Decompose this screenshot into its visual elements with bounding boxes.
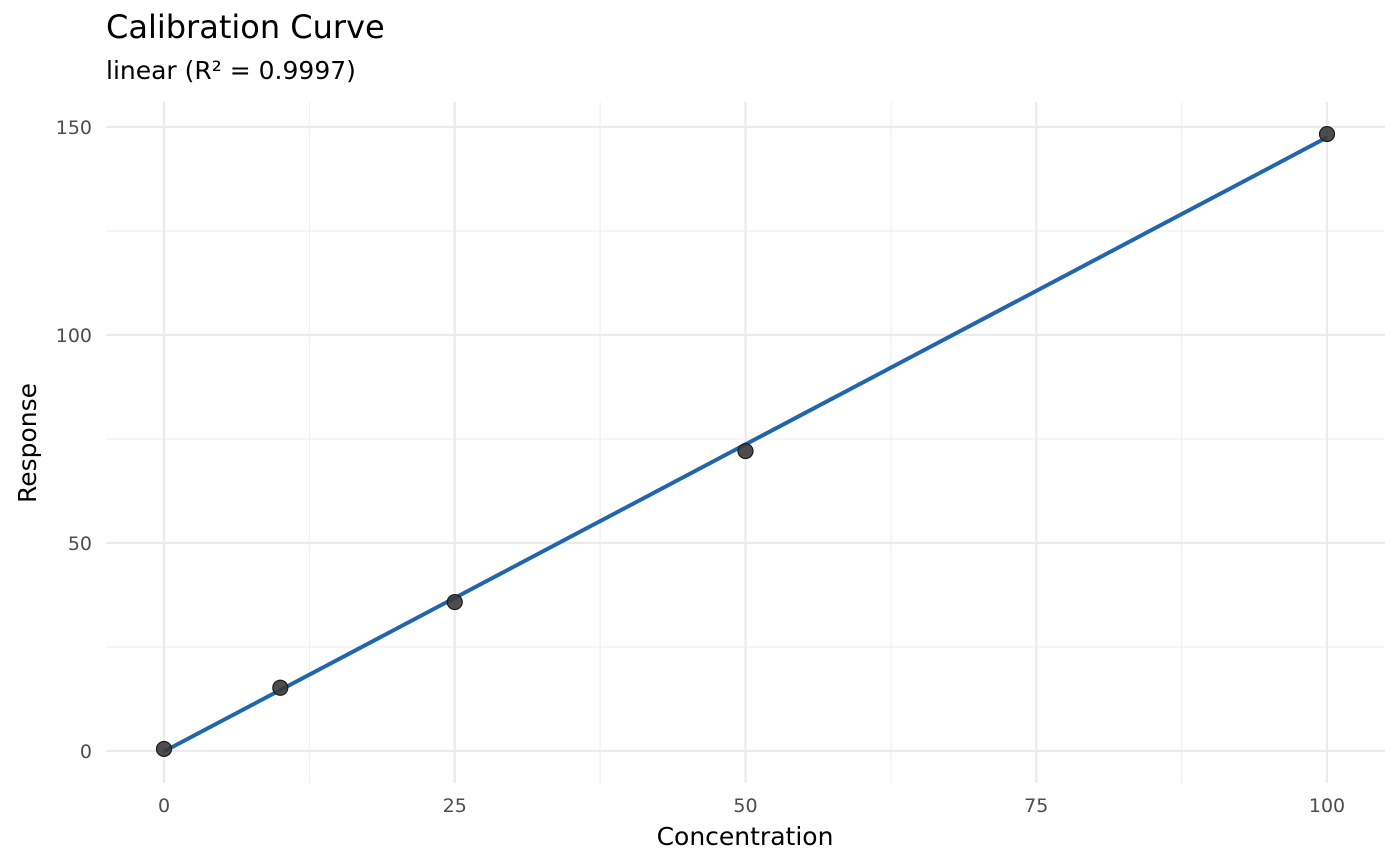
y-tick-label: 50 [68,533,92,555]
y-axis-ticks: 0 50 100 150 [56,117,92,763]
x-tick-label: 50 [733,795,757,817]
chart-title: Calibration Curve [106,8,385,46]
data-point [446,593,463,611]
x-tick-label: 25 [443,795,467,817]
data-point [737,442,754,460]
y-tick-label: 150 [56,117,92,139]
data-point [272,679,289,696]
x-axis-ticks: 0 25 50 75 100 [158,795,1345,817]
y-axis-title: Response [13,383,42,503]
major-gridlines [106,102,1385,783]
data-point [155,740,173,758]
x-axis-title: Concentration [657,822,834,851]
chart-subtitle: linear (R² = 0.9997) [106,56,356,85]
y-tick-label: 0 [80,741,92,763]
x-tick-label: 75 [1024,795,1048,817]
data-points-layer [155,125,1336,758]
y-tick-label: 100 [56,325,92,347]
x-tick-label: 0 [158,795,170,817]
x-tick-label: 100 [1309,795,1345,817]
data-point [1318,125,1336,143]
